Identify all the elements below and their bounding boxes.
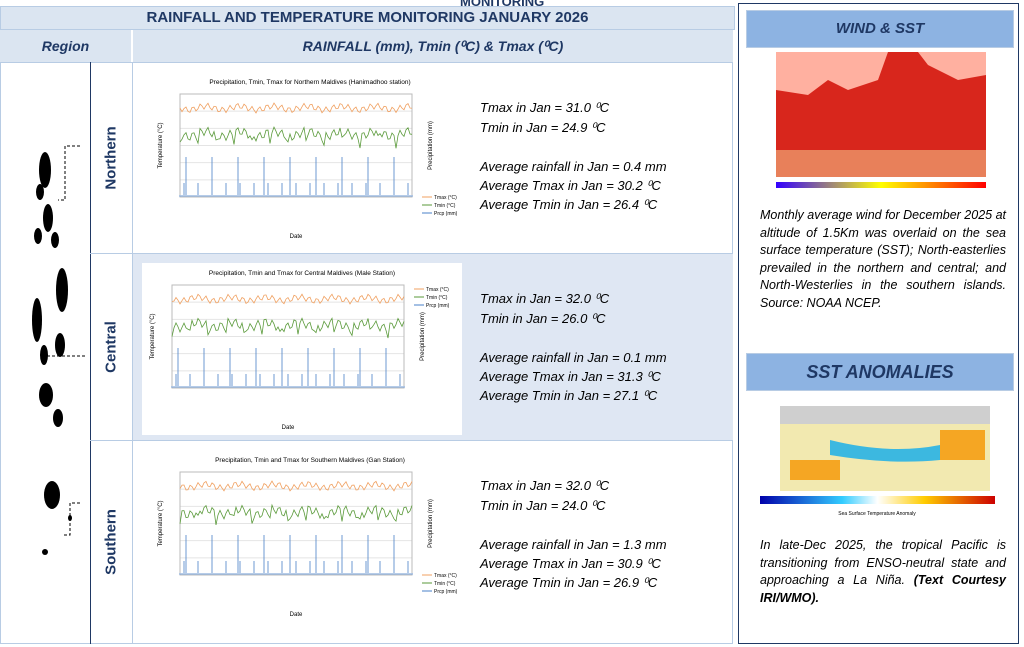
decorative-prcp <box>179 157 413 197</box>
wind-title: WIND & SST <box>746 10 1014 48</box>
decorative-prcp <box>171 348 405 388</box>
maldives-map <box>32 145 85 555</box>
chart-bg <box>142 263 462 435</box>
y-axis-label: Temperature (°C) <box>158 122 164 168</box>
chart-bg <box>150 72 470 244</box>
stat-line: Average rainfall in Jan = 0.4 mm <box>480 159 667 174</box>
decorative-tmin <box>179 126 413 149</box>
stat-line: Tmax in Jan = 32.0 ⁰C <box>480 291 610 306</box>
stat-line: Tmax in Jan = 31.0 ⁰C <box>480 100 610 115</box>
decorative-tmin <box>171 317 405 339</box>
x-axis-label: Date <box>282 425 295 431</box>
stat-line: Average Tmin in Jan = 26.4 ⁰C <box>480 197 658 212</box>
stat-line: Average rainfall in Jan = 0.1 mm <box>480 350 667 365</box>
data-header: RAINFALL (mm), Tmin (⁰C) & Tmax (⁰C) <box>133 30 733 62</box>
legend-label: Tmax (°C) <box>434 195 457 201</box>
chart-title: Precipitation, Tmin and Tmax for Central… <box>209 270 395 277</box>
legend-label: Prcp (mm) <box>426 303 450 309</box>
decorative-tmax <box>171 293 405 305</box>
stat-line: Tmin in Jan = 24.9 ⁰C <box>480 120 606 135</box>
y2-axis-label: Precipitation (mm) <box>428 121 434 170</box>
region-name: Central <box>102 320 120 373</box>
divider <box>132 62 133 644</box>
cut-title: MONITORING <box>460 0 545 9</box>
stat-line: Tmin in Jan = 26.0 ⁰C <box>480 311 606 326</box>
region-header: Region <box>0 30 131 62</box>
region-name: Northern <box>102 125 120 190</box>
stat-line: Average Tmax in Jan = 31.3 ⁰C <box>480 369 661 384</box>
decorative-tmax <box>179 480 413 492</box>
sst-text: In late-Dec 2025, the tropical Pacific i… <box>760 538 1006 587</box>
stat-line: Tmin in Jan = 24.0 ⁰C <box>480 498 606 513</box>
main-title: RAINFALL AND TEMPERATURE MONITORING JANU… <box>0 6 735 30</box>
y2-axis-label: Precipitation (mm) <box>428 499 434 548</box>
divider <box>90 253 733 254</box>
sidebar-frame <box>738 3 1019 644</box>
wind-text: Monthly average wind for December 2025 a… <box>760 208 1006 310</box>
decorative-tmin <box>179 503 413 525</box>
stat-line: Average Tmax in Jan = 30.9 ⁰C <box>480 556 661 571</box>
x-axis-label: Date <box>290 612 303 618</box>
divider <box>90 62 91 644</box>
legend-label: Tmin (°C) <box>434 581 456 587</box>
sst-caption: Sea Surface Temperature Anomaly <box>838 511 916 517</box>
stat-line: Average Tmax in Jan = 30.2 ⁰C <box>480 178 661 193</box>
legend-label: Prcp (mm) <box>434 211 458 217</box>
stat-line: Average Tmin in Jan = 27.1 ⁰C <box>480 388 658 403</box>
sst-credit: (Text Courtesy IRI/WMO). <box>760 573 1006 605</box>
chart-title: Precipitation, Tmin, Tmax for Northern M… <box>209 79 410 86</box>
chart-bg <box>150 450 470 622</box>
wind-sst-map <box>776 52 986 188</box>
rainfall-temp-chart: Precipitation, Tmin and Tmax for Central… <box>142 263 462 435</box>
region-name: Southern <box>102 509 120 575</box>
sst-anomaly-map: Sea Surface Temperature Anomaly <box>760 406 995 517</box>
stat-line: Average Tmin in Jan = 26.9 ⁰C <box>480 575 658 590</box>
stat-line: Tmax in Jan = 32.0 ⁰C <box>480 478 610 493</box>
decorative-tmax <box>179 102 413 114</box>
legend-label: Tmin (°C) <box>434 203 456 209</box>
decorative-prcp <box>179 535 413 575</box>
stat-line: Average rainfall in Jan = 1.3 mm <box>480 537 667 552</box>
rainfall-temp-chart: Precipitation, Tmin, Tmax for Northern M… <box>150 72 470 244</box>
y-axis-label: Temperature (°C) <box>150 313 156 359</box>
legend-label: Prcp (mm) <box>434 589 458 595</box>
chart-title: Precipitation, Tmin and Tmax for Souther… <box>215 457 405 464</box>
y2-axis-label: Precipitation (mm) <box>420 312 426 361</box>
y-axis-label: Temperature (°C) <box>158 500 164 546</box>
rainfall-temp-chart: Precipitation, Tmin and Tmax for Souther… <box>150 450 470 622</box>
sst-title: SST ANOMALIES <box>746 353 1014 391</box>
divider <box>90 440 733 441</box>
x-axis-label: Date <box>290 234 303 240</box>
legend-label: Tmax (°C) <box>434 573 457 579</box>
legend-label: Tmax (°C) <box>426 287 449 293</box>
legend-label: Tmin (°C) <box>426 295 448 301</box>
